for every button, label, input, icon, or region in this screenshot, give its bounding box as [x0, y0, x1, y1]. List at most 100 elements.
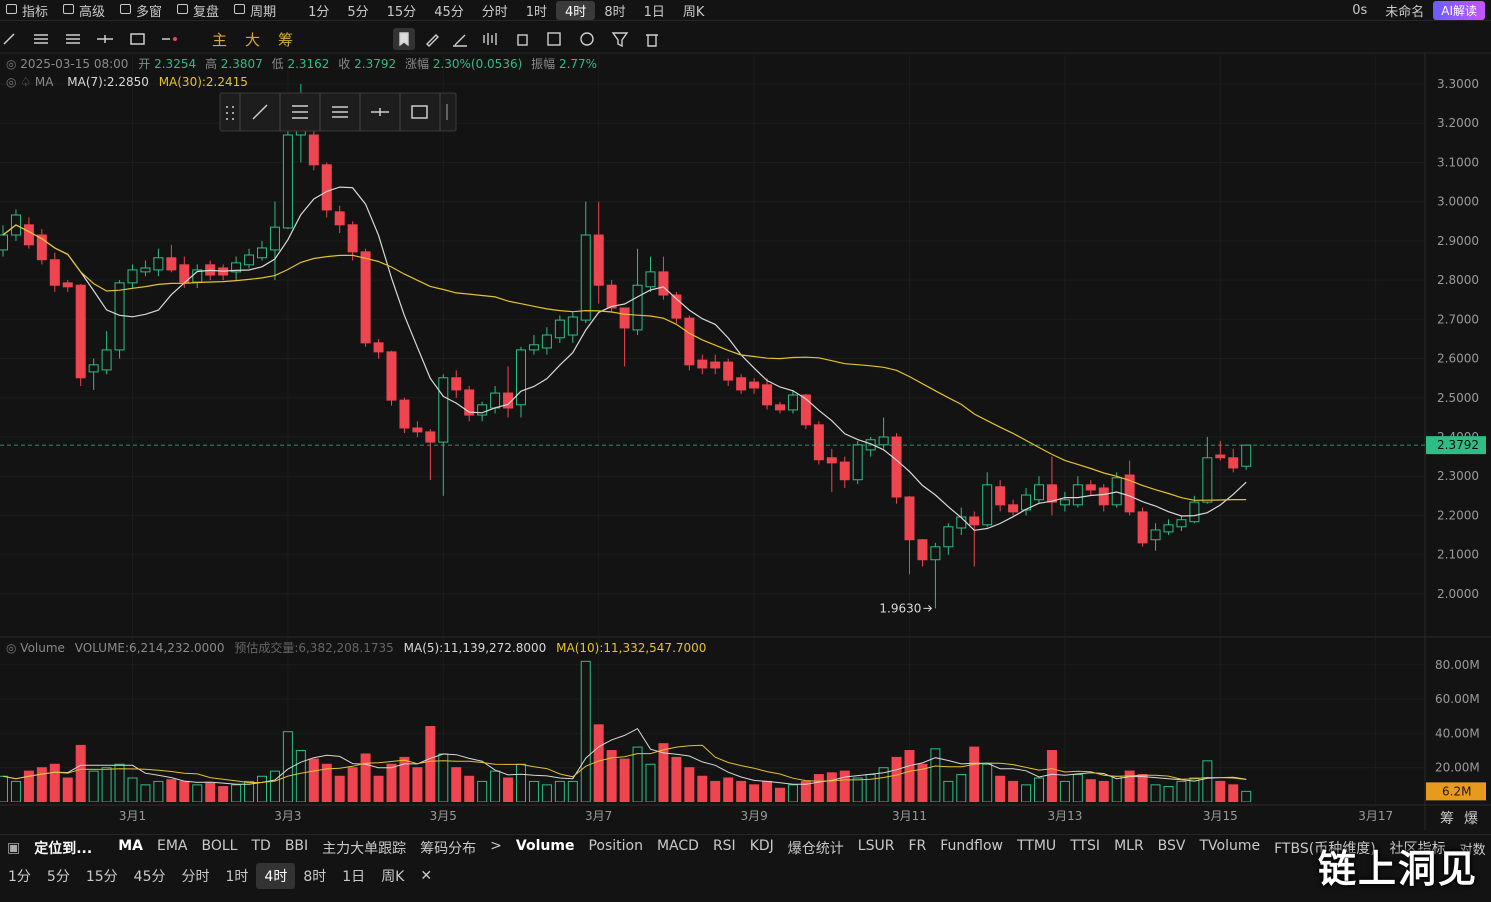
indicator[interactable]: Position: [588, 838, 643, 854]
indicator[interactable]: MLR: [1114, 838, 1144, 854]
volume-bar: [541, 784, 552, 802]
period[interactable]: 4时: [556, 0, 596, 20]
rect-tool[interactable]: [411, 105, 428, 119]
menu-item[interactable]: 周期: [228, 1, 285, 20]
volume-bar: [839, 770, 850, 802]
note-tool[interactable]: [547, 32, 561, 46]
indicator[interactable]: BBI: [284, 838, 309, 854]
delete-tool[interactable]: [646, 34, 659, 47]
overlay-label[interactable]: 筹: [278, 30, 294, 49]
drag-handle[interactable]: [226, 106, 234, 120]
menu-item[interactable]: 高级: [57, 1, 114, 20]
indicator[interactable]: TD: [251, 838, 271, 854]
hline-tool[interactable]: [371, 108, 389, 116]
indicator[interactable]: Fundflow: [940, 838, 1003, 854]
candle-body: [813, 424, 824, 461]
top-right-item[interactable]: 未命名: [1385, 4, 1425, 20]
magnet-tool[interactable]: [580, 32, 594, 46]
period[interactable]: 45分: [434, 4, 464, 20]
period[interactable]: 5分: [347, 4, 369, 20]
pen-tool[interactable]: [426, 34, 440, 47]
indicator[interactable]: 筹码分布: [420, 841, 477, 857]
indicator[interactable]: RSI: [712, 838, 736, 854]
period[interactable]: 1时: [525, 4, 548, 20]
period[interactable]: 15分: [386, 4, 417, 20]
period[interactable]: 1日: [643, 4, 665, 20]
indicator[interactable]: >: [490, 838, 502, 854]
ma30: MA(30):2.2415: [159, 75, 248, 89]
y-tick-label: 2.2000: [1437, 508, 1479, 522]
indicator[interactable]: 社区指标: [1389, 841, 1446, 857]
indicator[interactable]: Volume: [515, 838, 575, 854]
volume-bar: [619, 758, 630, 802]
candle-body: [787, 394, 798, 411]
side-button[interactable]: 筹: [1440, 811, 1454, 827]
menu-item[interactable]: 指标: [0, 1, 57, 20]
trend-line-tool[interactable]: [252, 104, 268, 120]
period[interactable]: 4时: [256, 862, 296, 889]
parallel-tool[interactable]: [34, 34, 48, 44]
period[interactable]: 1分: [308, 4, 330, 20]
period[interactable]: 1分: [8, 868, 31, 885]
indicator[interactable]: TTMU: [1017, 838, 1057, 854]
label: 振幅: [531, 56, 555, 71]
hline-tool[interactable]: [97, 35, 113, 43]
candle-body: [1046, 484, 1057, 503]
overlay-label[interactable]: 大: [245, 30, 261, 49]
filter-tool[interactable]: [611, 32, 629, 48]
top-right-item[interactable]: AI解读: [1433, 0, 1485, 20]
period[interactable]: 周K: [381, 868, 405, 885]
indicator[interactable]: FTBS(币种维度): [1274, 841, 1376, 857]
bookmark-tool[interactable]: [399, 32, 409, 47]
y-tick-label: 3.0000: [1437, 195, 1479, 209]
overlay-label[interactable]: 主: [212, 30, 228, 49]
period[interactable]: 15分: [85, 868, 118, 885]
period[interactable]: 周K: [682, 4, 705, 20]
measure-tool[interactable]: [483, 33, 497, 45]
period[interactable]: 5分: [46, 868, 70, 885]
channel-tool[interactable]: [332, 106, 348, 118]
period[interactable]: 8时: [604, 4, 626, 20]
indicator[interactable]: 主力大单跟踪: [322, 841, 407, 857]
period[interactable]: 8时: [303, 868, 327, 885]
candle-body: [800, 394, 811, 426]
scale-option[interactable]: 对数: [1459, 842, 1486, 858]
candle-body: [995, 486, 1006, 506]
indicator[interactable]: MA: [118, 838, 143, 854]
period[interactable]: 分时: [481, 4, 508, 20]
indicator[interactable]: TTSI: [1070, 838, 1101, 854]
brush-tool[interactable]: [453, 34, 468, 47]
indicator[interactable]: BOLL: [201, 838, 238, 854]
indicator[interactable]: LSUR: [857, 838, 895, 854]
menu-item[interactable]: 多窗: [114, 1, 171, 20]
close-x[interactable]: ✕: [420, 867, 433, 884]
period[interactable]: 1时: [225, 868, 249, 885]
parallel-tool[interactable]: [292, 105, 308, 119]
indicator[interactable]: MACD: [656, 838, 699, 854]
top-right-item[interactable]: 0s: [1352, 2, 1368, 18]
period[interactable]: 45分: [133, 868, 166, 885]
indicator[interactable]: KDJ: [749, 838, 774, 854]
menu-item[interactable]: 复盘: [171, 1, 228, 20]
indicator[interactable]: BSV: [1157, 838, 1186, 854]
last-price-box: [1426, 436, 1486, 455]
volume-bar: [503, 777, 514, 802]
period[interactable]: 分时: [181, 868, 210, 885]
volume-bar: [697, 775, 708, 802]
calendar-icon[interactable]: ▣: [7, 840, 21, 856]
side-button[interactable]: 爆: [1464, 811, 1478, 827]
indicator[interactable]: EMA: [156, 838, 188, 854]
channel-tool[interactable]: [66, 34, 80, 44]
icon: ◎: [6, 641, 20, 655]
candle-body: [1228, 457, 1239, 469]
indicator[interactable]: FR: [908, 838, 927, 854]
line-tool[interactable]: [3, 33, 15, 45]
candle-body: [88, 364, 99, 373]
lock-tool[interactable]: [517, 34, 528, 46]
period[interactable]: 1日: [342, 868, 366, 885]
indicator[interactable]: TVolume: [1199, 838, 1261, 854]
indicator[interactable]: 爆仓统计: [787, 841, 844, 857]
rect-tool[interactable]: [130, 33, 145, 45]
price-pane: [0, 84, 1252, 609]
locate[interactable]: 定位到...: [34, 841, 93, 857]
